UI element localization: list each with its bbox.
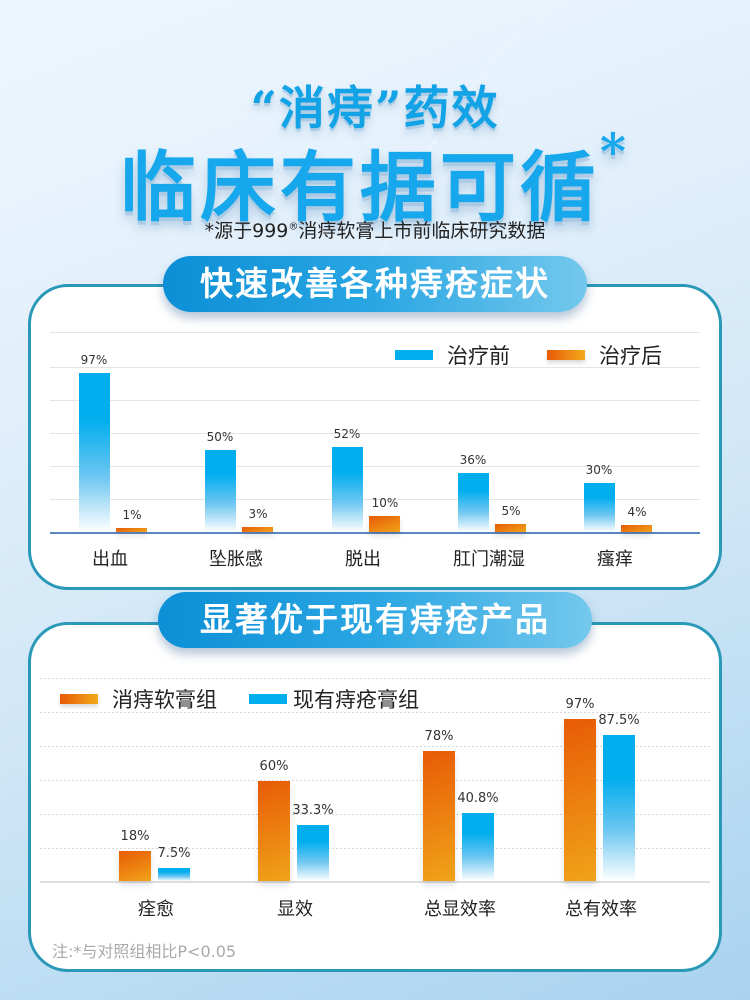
category-label: 痊愈 bbox=[138, 899, 174, 920]
value-label-existing: 40.8% bbox=[457, 790, 499, 806]
comparison-bar-chart: 消痔软膏组 现有痔疮膏组 18% 7.5% 痊愈 60% 33.3% 显效 78% 40.8%… bbox=[40, 678, 710, 920]
headline-top: “消痔”药效 bbox=[250, 81, 500, 135]
registered-mark: ® bbox=[288, 221, 299, 233]
bar-xiaozhi bbox=[119, 850, 151, 881]
value-label-xiaozhi: 18% bbox=[120, 828, 150, 844]
value-label-before: 50% bbox=[206, 430, 234, 444]
legend-label: 消痔软膏组 bbox=[112, 688, 217, 712]
category-label: 肛门潮湿 bbox=[453, 549, 525, 570]
value-label-after: 10% bbox=[371, 495, 399, 510]
legend-swatch-orange bbox=[547, 350, 585, 360]
headline-main-text: 临床有据可循 bbox=[119, 143, 600, 232]
bar-xiaozhi bbox=[258, 780, 290, 881]
value-label-existing: 87.5% bbox=[598, 712, 640, 728]
gridline bbox=[40, 746, 710, 747]
section1-title: 快速改善各种痔疮症状 bbox=[163, 256, 587, 312]
bar-existing bbox=[297, 825, 329, 881]
value-label-xiaozhi: 97% bbox=[565, 697, 595, 712]
legend-existing: 现有痔疮膏组 bbox=[249, 684, 419, 714]
value-label-existing: 7.5% bbox=[157, 846, 191, 862]
gridline bbox=[50, 466, 700, 467]
bar-before bbox=[332, 446, 363, 532]
category-label: 显效 bbox=[277, 899, 313, 920]
gridline bbox=[50, 400, 700, 401]
gridline bbox=[50, 433, 700, 434]
category-label: 总显效率 bbox=[424, 899, 496, 920]
bar-before bbox=[79, 372, 110, 532]
bar-after bbox=[369, 515, 400, 532]
gridline bbox=[40, 848, 710, 849]
value-label-before: 97% bbox=[80, 352, 108, 367]
gridline bbox=[40, 712, 710, 713]
gridline bbox=[50, 367, 700, 368]
legend-label: 治疗后 bbox=[599, 344, 662, 368]
bar-existing bbox=[603, 734, 635, 881]
value-label-before: 30% bbox=[585, 462, 613, 477]
x-axis bbox=[50, 532, 700, 534]
value-label-before: 36% bbox=[459, 452, 487, 467]
gridline bbox=[50, 332, 700, 333]
section2-title: 显著优于现有痔疮产品 bbox=[158, 592, 592, 648]
source-note: *源于999®消痔软膏上市前临床研究数据 bbox=[0, 216, 750, 243]
value-label-before: 52% bbox=[333, 426, 361, 441]
category-label: 总有效率 bbox=[565, 899, 637, 920]
headline-main: 临床有据可循* bbox=[0, 122, 750, 236]
category-label: 坠胀感 bbox=[209, 549, 263, 570]
headline-star: * bbox=[599, 122, 631, 181]
bar-existing bbox=[158, 868, 190, 881]
bar-xiaozhi bbox=[564, 719, 596, 881]
bar-existing bbox=[462, 812, 494, 881]
bar-after bbox=[495, 523, 526, 532]
bar-after bbox=[242, 527, 273, 532]
bar-before bbox=[205, 450, 236, 532]
footnote: 注:*与对照组相比P<0.05 bbox=[52, 942, 237, 961]
bar-after bbox=[621, 525, 652, 532]
legend-after: 治疗后 bbox=[547, 340, 662, 370]
value-label-after: 3% bbox=[248, 507, 268, 522]
value-label-xiaozhi: 78% bbox=[424, 728, 454, 744]
legend-swatch-orange bbox=[60, 694, 98, 704]
x-axis bbox=[40, 881, 710, 883]
category-label: 脱出 bbox=[345, 549, 381, 570]
legend-swatch-blue bbox=[395, 350, 433, 360]
symptom-bar-chart: 治疗前 治疗后 97% 1% 出血 50% 3% 坠胀感 52% 10% 脱出 36% 5% 肛门潮湿… bbox=[50, 332, 700, 570]
value-label-after: 5% bbox=[501, 503, 521, 518]
legend-label: 现有痔疮膏组 bbox=[293, 688, 419, 712]
value-label-after: 4% bbox=[627, 505, 647, 520]
bar-after bbox=[116, 528, 147, 532]
legend-label: 治疗前 bbox=[447, 344, 510, 368]
source-suffix: 消痔软膏上市前临床研究数据 bbox=[298, 220, 546, 242]
legend-xiaozhi: 消痔软膏组 bbox=[60, 684, 217, 714]
gridline bbox=[40, 678, 710, 679]
bar-xiaozhi bbox=[423, 750, 455, 881]
category-label: 瘙痒 bbox=[597, 549, 633, 570]
legend-swatch-blue bbox=[249, 694, 287, 704]
source-prefix: *源于999 bbox=[204, 220, 289, 242]
value-label-after: 1% bbox=[122, 508, 142, 522]
gridline bbox=[50, 499, 700, 500]
category-label: 出血 bbox=[92, 549, 128, 570]
symptom-chart-panel bbox=[28, 284, 722, 590]
bar-before bbox=[458, 472, 489, 532]
bar-before bbox=[584, 482, 615, 532]
legend-before: 治疗前 bbox=[395, 340, 510, 370]
gridline bbox=[40, 814, 710, 815]
value-label-xiaozhi: 60% bbox=[259, 758, 289, 774]
value-label-existing: 33.3% bbox=[292, 803, 334, 819]
gridline bbox=[40, 780, 710, 781]
